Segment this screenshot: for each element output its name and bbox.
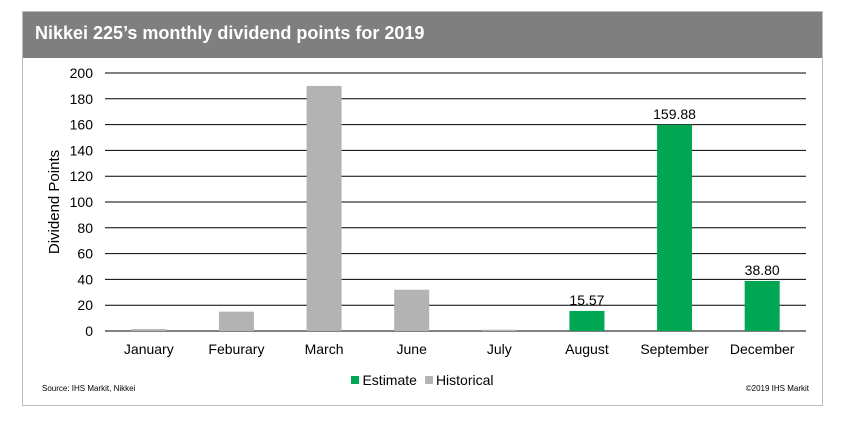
y-tick-label: 140	[70, 142, 94, 158]
y-axis-ticks: 0 20 40 60 80 100 120 140 160 180 200	[70, 65, 94, 339]
y-tick-label: 160	[70, 117, 94, 133]
legend-item-estimate: Estimate	[351, 372, 417, 388]
bar-december	[744, 280, 780, 331]
x-axis-ticks: January Feburary March June July August Septem…	[124, 341, 795, 357]
data-labels: 15.57 159.88 38.80	[569, 106, 779, 308]
chart-title: Nikkei 225’s monthly dividend points for…	[35, 23, 425, 43]
y-tick-label: 200	[70, 65, 94, 81]
bar-feburary	[218, 311, 254, 331]
y-tick-label: 0	[85, 323, 93, 339]
source-note: Source: IHS Markit, Nikkei	[42, 384, 136, 393]
bar-august	[569, 310, 605, 331]
y-tick-label: 80	[77, 220, 93, 236]
chart-frame: Nikkei 225’s monthly dividend points for…	[22, 11, 823, 406]
legend-item-historical: Historical	[424, 372, 494, 388]
x-tick-label: Feburary	[208, 341, 264, 357]
x-tick-label: July	[487, 341, 512, 357]
legend: Estimate Historical	[23, 372, 822, 388]
data-label: 38.80	[745, 262, 780, 278]
bar-july	[481, 329, 517, 331]
y-tick-label: 180	[70, 91, 94, 107]
y-tick-label: 20	[77, 297, 93, 313]
bar-january	[131, 329, 167, 331]
y-tick-label: 60	[77, 246, 93, 262]
y-tick-label: 120	[70, 168, 94, 184]
data-label: 15.57	[569, 292, 604, 308]
y-tick-label: 100	[70, 194, 94, 210]
bar-september	[657, 124, 693, 332]
x-tick-label: March	[305, 341, 344, 357]
legend-swatch	[351, 376, 360, 384]
legend-label: Estimate	[362, 372, 417, 388]
x-tick-label: August	[565, 341, 609, 357]
x-tick-label: September	[640, 341, 709, 357]
y-tick-label: 40	[77, 271, 93, 287]
x-tick-label: January	[124, 341, 174, 357]
data-label: 159.88	[653, 106, 696, 122]
x-tick-label: December	[730, 341, 795, 357]
bar-march	[306, 85, 342, 332]
chart-header: Nikkei 225’s monthly dividend points for…	[23, 12, 822, 58]
x-tick-label: June	[397, 341, 428, 357]
bar-june	[394, 289, 430, 331]
y-axis-label: Dividend Points	[46, 150, 63, 254]
legend-label: Historical	[435, 372, 494, 388]
legend-swatch	[424, 376, 433, 384]
bars	[131, 85, 780, 332]
bar-chart: 0 20 40 60 80 100 120 140 160 180 200 January Febur…	[46, 65, 806, 357]
copyright-note: ©2019 IHS Markit	[745, 384, 809, 393]
gridlines	[105, 72, 806, 332]
